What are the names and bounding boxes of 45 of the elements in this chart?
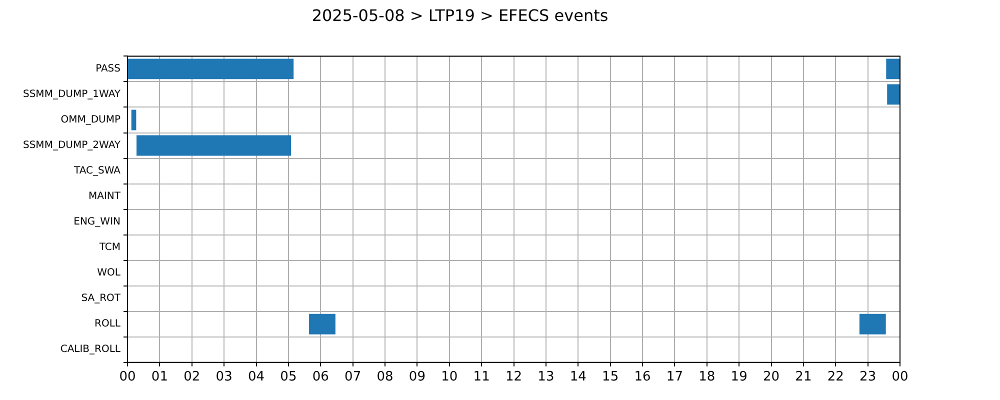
x-tick-label: 07 [344,370,362,385]
x-tick-label: 03 [216,370,232,385]
y-tick-label: CALIB_ROLL [60,344,121,356]
x-tick-label: 17 [666,370,683,385]
x-tick-label: 23 [860,370,876,385]
bar [128,58,294,80]
x-tick-label: 08 [376,370,394,385]
y-tick-label: SSMM_DUMP_1WAY [22,89,122,100]
y-tick-label: OMM_DUMP [60,114,121,126]
x-tick-label: 12 [505,370,522,385]
bar [136,135,292,156]
bar [859,314,886,334]
x-tick-label: 20 [762,370,780,385]
y-tick-label: TCM [98,242,121,254]
x-tick-label: 18 [698,370,716,385]
y-tick-label: ROLL [94,318,121,330]
x-tick-label: 16 [634,370,651,385]
x-tick-label: 00 [119,370,136,385]
x-tick-label: 11 [473,370,490,385]
x-tick-label: 09 [408,370,426,385]
x-tick-label: 21 [795,370,812,385]
x-tick-label: 02 [184,370,200,385]
bar [886,58,900,80]
x-tick-label: 05 [280,370,297,385]
x-tick-label: 01 [151,370,168,385]
y-tick-label: SSMM_DUMP_2WAY [22,140,122,152]
y-tick-label: PASS [96,64,121,75]
x-tick-label: 06 [312,370,329,385]
chart-title: 2025-05-08 > LTP19 > EFECS events [312,6,608,25]
x-tick-label: 10 [441,370,458,385]
y-tick-label: TAC_SWA [72,166,121,177]
x-tick-label: 00 [892,370,908,385]
bar [131,110,136,130]
x-tick-label: 14 [570,370,586,385]
x-tick-label: 04 [248,370,265,385]
y-tick-label: SA_ROT [81,293,122,304]
x-tick-label: 13 [538,370,554,385]
y-tick-label: MAINT [88,191,122,202]
y-tick-label: WOL [97,268,121,279]
x-tick-label: 15 [602,370,619,385]
bar [309,314,336,334]
y-tick-label: ENG_WIN [74,216,121,228]
bar [887,84,900,105]
x-tick-label: 22 [827,370,844,385]
x-tick-label: 19 [730,370,748,385]
